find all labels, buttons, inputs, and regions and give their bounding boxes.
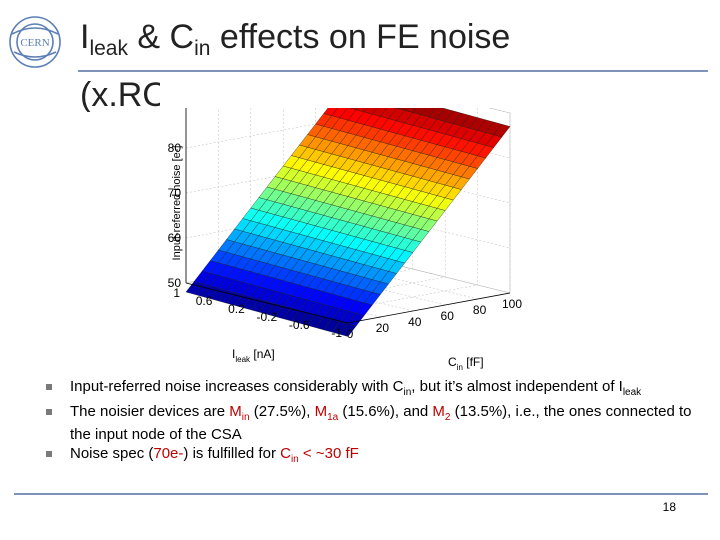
surface-patch [355, 108, 368, 113]
z-tick-label: 90 [168, 108, 182, 110]
bullet-text: 1a [327, 412, 339, 423]
z-axis-label: Input-referred noise [e-] [171, 146, 183, 261]
surface-patch [493, 124, 511, 138]
surface-patch [412, 108, 427, 115]
page-number: 18 [662, 500, 676, 514]
bullet-text: , but it’s almost independent of I [411, 378, 623, 395]
surface-mesh [185, 108, 511, 337]
y-tick-label: 1 [173, 286, 180, 300]
bullet-text: Input-referred noise increases considera… [70, 378, 404, 395]
bullet-text: in [403, 387, 412, 398]
y-tick-label: -0.6 [289, 318, 310, 332]
bullet-text: ) is fulfilled for [183, 445, 281, 462]
bullet-item: The noisier devices are Min (27.5%), M1a… [42, 403, 692, 443]
z-tick-label: 80 [168, 141, 182, 155]
x-axis-label: Cin [fF] [448, 355, 484, 372]
bullet-text: (15.6%), and [338, 403, 433, 420]
slide-title: Ileak & Cin effects on FE noise [80, 18, 511, 60]
bullet-text: M [229, 403, 242, 420]
surface-patch [349, 108, 358, 110]
bullet-text: leak [622, 387, 642, 398]
y-tick-label: 0.2 [228, 302, 245, 316]
cern-logo: CERN [9, 16, 61, 68]
x-tick-label: 80 [473, 303, 487, 317]
slide-title-line2: (x.RO [80, 78, 160, 112]
bullet-text: 70e- [153, 445, 184, 462]
z-tick-label: 60 [168, 231, 182, 245]
bullet-item: Noise spec (70e-) is fulfilled for Cin <… [42, 445, 692, 468]
y-axis-label: Ileak [nA] [232, 347, 275, 364]
z-tick-label: 70 [168, 186, 182, 200]
bullet-text: M [314, 403, 328, 420]
z-tick-label: 50 [168, 276, 182, 290]
cern-logo-text: CERN [20, 37, 49, 49]
surface-patch [396, 108, 407, 111]
x-axis-line [347, 292, 511, 324]
bullet-text: in [241, 412, 250, 423]
bullet-text: The noisier devices are [70, 403, 230, 420]
y-tick-label: 0.6 [196, 294, 213, 308]
bullet-item: Input-referred noise increases considera… [42, 378, 692, 401]
surface-patch [404, 108, 417, 113]
title-divider [78, 70, 708, 72]
bullet-text: C [280, 445, 291, 462]
x-tick-label: 0 [347, 327, 354, 341]
noise-surface-plot: 506070809002040608010010.60.2-0.2-0.6-1 … [168, 108, 522, 372]
bullet-text: 2 [444, 412, 451, 423]
bullet-text: M [432, 403, 445, 420]
bullet-marker [46, 409, 52, 415]
bullet-text: (27.5%), [249, 403, 315, 420]
y-tick-label: -1 [331, 326, 342, 340]
bullet-marker [46, 451, 52, 457]
y-axis-line [185, 282, 349, 324]
footer-divider [14, 493, 708, 495]
bullet-text: (13.5%), i.e., the ones connected to the… [70, 403, 692, 443]
x-tick-label: 100 [502, 297, 522, 311]
x-tick-label: 40 [408, 315, 422, 329]
plot-axes: 50 60 70 80 90 0 20 40 60 80 100 1 0.6 0.2 -0.2 -0.6 -1 [168, 108, 522, 341]
bullet-text: in [290, 454, 299, 465]
bullet-text: < ~30 fF [298, 445, 359, 462]
x-tick-label: 60 [441, 309, 455, 323]
bullet-list: Input-referred noise increases considera… [42, 378, 692, 470]
bullet-text: Noise spec ( [70, 445, 154, 462]
bullet-marker [46, 384, 52, 390]
x-tick-label: 20 [376, 321, 390, 335]
y-tick-label: -0.2 [257, 310, 278, 324]
surface-patch [363, 108, 378, 115]
